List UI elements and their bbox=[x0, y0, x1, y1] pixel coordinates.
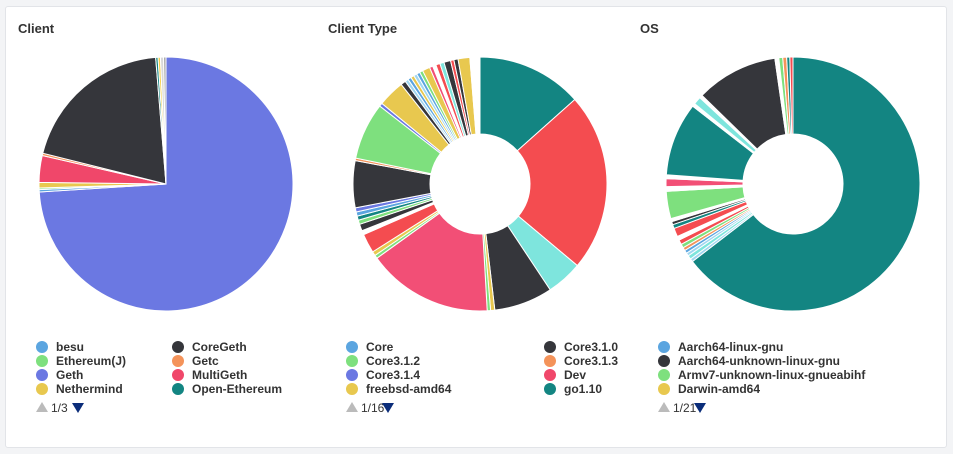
pager-down-arrow-icon[interactable] bbox=[694, 403, 706, 413]
pie-slice-1[interactable] bbox=[516, 98, 608, 267]
client-type-pie-chart bbox=[352, 56, 608, 312]
legend-label: Core3.1.2 bbox=[366, 354, 421, 368]
legend-label: Nethermind bbox=[56, 382, 123, 396]
legend-swatch-icon bbox=[172, 383, 184, 395]
legend-swatch-icon bbox=[658, 383, 670, 395]
pie-slice-6[interactable] bbox=[376, 212, 488, 312]
legend-swatch-icon bbox=[544, 383, 556, 395]
panel-title: Client bbox=[18, 21, 55, 36]
os-panel: OS Aarch64-linux-gnu Aarch64-unknown-linu… bbox=[628, 7, 933, 447]
legend-swatch-icon bbox=[172, 369, 184, 381]
legend-label: Core bbox=[366, 341, 394, 354]
legend-label: Ethereum(J) bbox=[56, 354, 127, 368]
legend-label: Geth bbox=[56, 368, 84, 382]
legend-swatch-icon bbox=[544, 341, 556, 353]
pager-down-arrow-icon[interactable] bbox=[382, 403, 394, 413]
pie-slice-0[interactable] bbox=[691, 56, 921, 312]
pie-slice-6[interactable] bbox=[42, 56, 167, 185]
legend-label: Armv7-unknown-linux-gnueabihf bbox=[678, 368, 866, 382]
legend-swatch-icon bbox=[544, 369, 556, 381]
legend-label: Core3.1.0 bbox=[564, 341, 619, 354]
legend-swatch-icon bbox=[172, 341, 184, 353]
legend-swatch-icon bbox=[36, 369, 48, 381]
legend-label: besu bbox=[56, 341, 85, 354]
legend-swatch-icon bbox=[658, 341, 670, 353]
legend-label: go1.10 bbox=[564, 382, 603, 396]
client-type-legend: Core Core3.1.0 Core3.1.2 Core3.1.3 Core3.1.4… bbox=[346, 341, 626, 397]
legend-swatch-icon bbox=[346, 383, 358, 395]
pie-slice-26[interactable] bbox=[789, 56, 794, 135]
legend-swatch-icon bbox=[36, 341, 48, 353]
legend-label: Aarch64-linux-gnu bbox=[678, 341, 784, 354]
legend-swatch-icon bbox=[658, 355, 670, 367]
legend-swatch-icon bbox=[346, 369, 358, 381]
client-panel: Client besu CoreGeth Ethereum(J) Getc Geth Mu… bbox=[6, 7, 311, 447]
legend-swatch-icon bbox=[544, 355, 556, 367]
pie-slice-37[interactable] bbox=[469, 56, 481, 135]
pager-up-arrow-icon bbox=[346, 402, 358, 412]
panel-title: OS bbox=[640, 21, 659, 36]
legend-label: MultiGeth bbox=[192, 368, 248, 382]
legend-swatch-icon bbox=[658, 369, 670, 381]
legend-swatch-icon bbox=[346, 355, 358, 367]
pager-up-arrow-icon bbox=[36, 402, 48, 412]
pie-slice-10[interactable] bbox=[163, 56, 167, 185]
legend-label: Dev bbox=[564, 368, 587, 382]
panel-title: Client Type bbox=[328, 21, 398, 36]
legend-label: Darwin-amd64 bbox=[678, 382, 761, 396]
legend-swatch-icon bbox=[36, 355, 48, 367]
client-pie-chart bbox=[38, 56, 294, 312]
os-legend: Aarch64-linux-gnu Aarch64-unknown-linux-g… bbox=[658, 341, 938, 397]
os-pie-chart bbox=[665, 56, 921, 312]
legend-label: Aarch64-unknown-linux-gnu bbox=[678, 354, 840, 368]
client-type-panel: Client Type Core Core3.1.0 Core3.1.2 Core3.… bbox=[316, 7, 621, 447]
legend-label: freebsd-amd64 bbox=[366, 382, 452, 396]
client-legend: besu CoreGeth Ethereum(J) Getc Geth MultiGeth… bbox=[36, 341, 316, 397]
legend-swatch-icon bbox=[346, 341, 358, 353]
pager-up-arrow-icon bbox=[658, 402, 670, 412]
legend-label: Getc bbox=[192, 354, 219, 368]
pager-text: 1/3 bbox=[51, 401, 68, 415]
pager-text: 1/16 bbox=[361, 401, 385, 415]
legend-swatch-icon bbox=[172, 355, 184, 367]
legend-swatch-icon bbox=[36, 383, 48, 395]
legend-label: Core3.1.3 bbox=[564, 354, 619, 368]
legend-label: Open-Ethereum bbox=[192, 382, 283, 396]
pager-text: 1/21 bbox=[673, 401, 697, 415]
legend-label: CoreGeth bbox=[192, 341, 247, 354]
legend-label: Core3.1.4 bbox=[366, 368, 421, 382]
pager-down-arrow-icon[interactable] bbox=[72, 403, 84, 413]
charts-card: Client besu CoreGeth Ethereum(J) Getc Geth Mu… bbox=[5, 6, 947, 448]
